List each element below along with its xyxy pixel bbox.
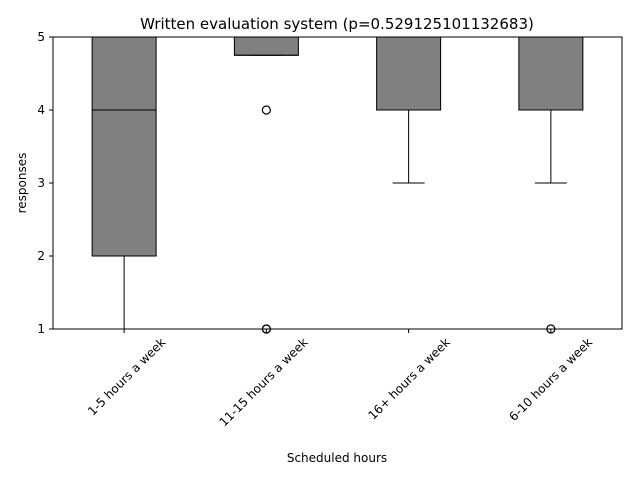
box-2 (233, 36, 299, 334)
x-tick-label: 6-10 hours a week (506, 335, 595, 424)
x-tick-label: 16+ hours a week (365, 335, 452, 422)
chart-title: Written evaluation system (p=0.529125101… (140, 15, 534, 33)
box-1 (91, 36, 157, 330)
y-axis: 1 2 3 4 5 (37, 30, 53, 336)
outlier-point (261, 105, 271, 115)
box-body (376, 36, 442, 111)
plot-area (91, 36, 584, 334)
y-tick-label: 5 (37, 30, 45, 44)
x-axis-label: Scheduled hours (287, 451, 387, 465)
y-tick-label: 3 (37, 176, 45, 190)
y-axis-label: responses (15, 153, 29, 214)
x-axis: 1-5 hours a week 11-15 hours a week 16+ ho… (85, 329, 595, 429)
y-tick-label: 2 (37, 249, 45, 263)
y-tick-label: 4 (37, 103, 45, 117)
x-tick-label: 11-15 hours a week (216, 335, 310, 429)
x-tick-label: 1-5 hours a week (85, 335, 168, 418)
y-tick-label: 1 (37, 322, 45, 336)
box-4 (518, 36, 584, 334)
box-body (518, 36, 584, 111)
box-3 (376, 36, 442, 184)
plot-frame (52, 36, 623, 330)
box-body (91, 36, 157, 257)
box-body (233, 36, 299, 56)
